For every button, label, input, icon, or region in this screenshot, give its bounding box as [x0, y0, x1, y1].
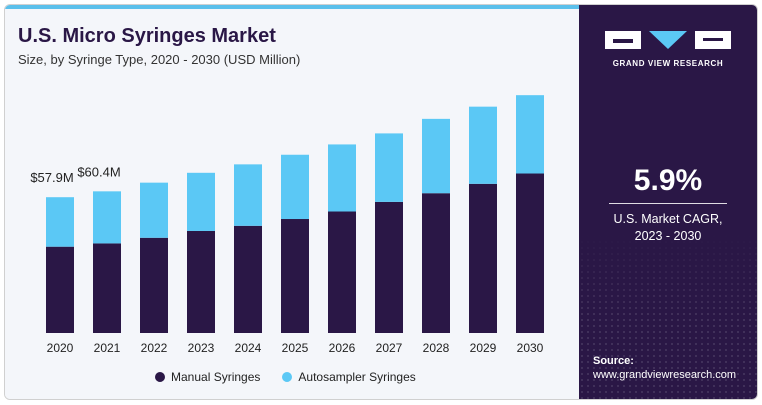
bar-2027-autosampler [375, 133, 403, 202]
x-tick-label: 2027 [376, 341, 403, 355]
source-url[interactable]: www.grandviewresearch.com [593, 369, 737, 381]
grand-view-research-logo [605, 31, 731, 49]
bar-2029-autosampler [469, 106, 497, 184]
bar-2026-autosampler [328, 144, 356, 212]
data-label: $57.9M [30, 170, 73, 185]
bar-2021-autosampler [93, 191, 121, 244]
bar-2027-manual [375, 201, 403, 333]
bar-2028-autosampler [422, 118, 450, 194]
cagr-label-line1: U.S. Market CAGR, [613, 212, 723, 226]
cagr-value: 5.9% [633, 164, 703, 197]
legend-item-manual: Manual Syringes [155, 370, 260, 384]
bar-2026-manual [328, 211, 356, 333]
x-tick-label: 2023 [188, 341, 215, 355]
bar-2025-manual [281, 219, 309, 333]
bar-2022-autosampler [140, 182, 168, 238]
bar-2021-manual [93, 243, 121, 333]
sidebar-panel: GRAND VIEW RESEARCH 5.9% U.S. Market CAG… [579, 5, 757, 399]
infographic-frame: U.S. Micro Syringes Market Size, by Syri… [4, 4, 758, 400]
bar-2029-manual [469, 183, 497, 333]
x-tick-label: 2026 [329, 341, 356, 355]
bar-2024-manual [234, 225, 262, 333]
legend-swatch-manual [155, 372, 165, 382]
legend-label-manual: Manual Syringes [171, 370, 261, 384]
bar-2023-manual [187, 230, 215, 333]
x-tick-label: 2030 [517, 341, 544, 355]
cagr-divider [609, 203, 727, 204]
chart-subtitle: Size, by Syringe Type, 2020 - 2030 (USD … [18, 52, 301, 67]
data-label: $60.4M [77, 164, 120, 179]
x-tick-label: 2022 [141, 341, 168, 355]
bar-2030-autosampler [516, 95, 544, 174]
x-tick-label: 2020 [47, 341, 74, 355]
x-tick-label: 2029 [470, 341, 497, 355]
accent-bar [5, 5, 579, 9]
chart-title: U.S. Micro Syringes Market [18, 25, 276, 47]
chart-panel: U.S. Micro Syringes Market Size, by Syri… [5, 5, 579, 399]
bar-2023-autosampler [187, 172, 215, 231]
legend-label-autosampler: Autosampler Syringes [298, 370, 416, 384]
bar-chart: 2020 2021 2022 2023 2024 2025 2026 2027 2028 2029… [30, 95, 544, 355]
legend: Manual Syringes Autosampler Syringes [155, 370, 438, 384]
x-tick-label: 2024 [235, 341, 262, 355]
sidebar-pattern [579, 235, 757, 399]
bar-2022-manual [140, 237, 168, 333]
bar-2020-autosampler [46, 197, 74, 247]
source-label: Source: [593, 355, 634, 367]
x-tick-label: 2021 [94, 341, 121, 355]
x-tick-label: 2028 [423, 341, 450, 355]
legend-swatch-autosampler [282, 372, 293, 382]
bar-2020-manual [46, 246, 74, 333]
bar-2030-manual [516, 173, 544, 333]
legend-item-autosampler: Autosampler Syringes [282, 370, 416, 384]
cagr-label-line2: 2023 - 2030 [634, 229, 702, 243]
x-tick-label: 2025 [282, 341, 309, 355]
bar-2024-autosampler [234, 164, 262, 226]
cagr-label: U.S. Market CAGR, 2023 - 2030 [579, 211, 757, 245]
bar-2025-autosampler [281, 154, 309, 220]
bar-2028-manual [422, 193, 450, 333]
brand-name: GRAND VIEW RESEARCH [612, 59, 724, 68]
